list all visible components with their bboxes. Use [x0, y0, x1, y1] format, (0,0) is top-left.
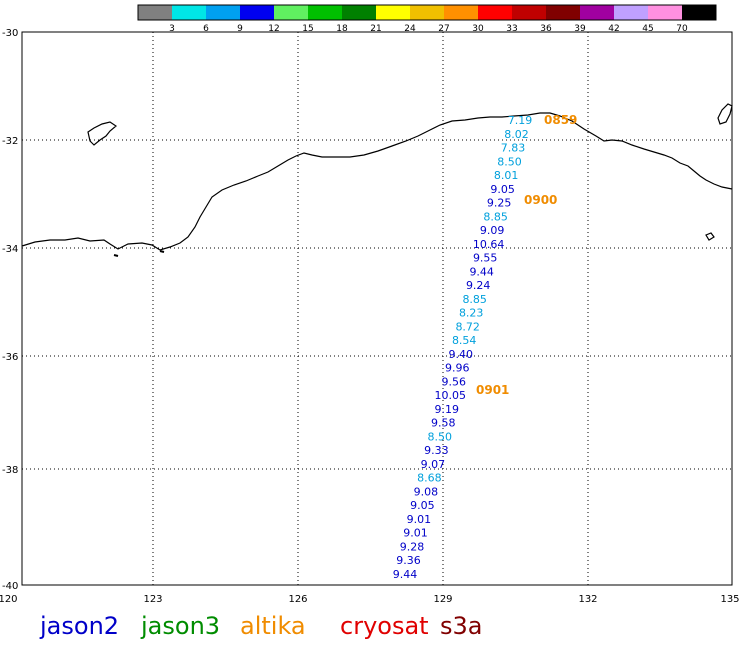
- track-value-label: 8.85: [483, 210, 508, 223]
- colorbar-label: 39: [574, 24, 586, 34]
- time-labels: 0859 0900 0901: [476, 113, 577, 397]
- colorbar-swatch: [240, 5, 274, 20]
- colorbar-label: 33: [506, 24, 517, 34]
- colorbar-swatch: [648, 5, 682, 20]
- track-value-label: 9.36: [396, 554, 421, 567]
- legend-altika: altika: [240, 612, 306, 640]
- track-value-label: 9.19: [435, 403, 460, 416]
- colorbar-label: 9: [237, 24, 243, 34]
- y-tick-label: -36: [2, 352, 18, 363]
- colorbar-swatch: [682, 5, 716, 20]
- y-tick-label: -30: [2, 28, 18, 39]
- colorbar-swatch: [546, 5, 580, 20]
- track-value-label: 9.40: [449, 348, 474, 361]
- x-tick-label: 129: [433, 594, 452, 605]
- colorbar-label: 18: [336, 24, 348, 34]
- track-value-label: 9.58: [431, 417, 456, 430]
- colorbar-swatch: [342, 5, 376, 20]
- colorbar-swatch: [274, 5, 308, 20]
- colorbar-swatch: [444, 5, 478, 20]
- colorbar-label: 3: [169, 24, 175, 34]
- track-value-label: 9.96: [445, 362, 470, 375]
- track-value-label: 9.05: [490, 183, 515, 196]
- track-value-label: 9.56: [442, 375, 467, 388]
- colorbar-label: 24: [404, 24, 416, 34]
- track-value-label: 9.28: [400, 541, 425, 554]
- legend-jason2: jason2: [40, 612, 120, 640]
- track-value-label: 9.01: [407, 513, 432, 526]
- colorbar-swatch: [512, 5, 546, 20]
- x-tick-label: 120: [0, 594, 18, 605]
- track-value-label: 8.50: [497, 155, 522, 168]
- plot-frame: [21, 31, 733, 586]
- track-value-label: 9.08: [414, 486, 439, 499]
- colorbar-swatch: [580, 5, 614, 20]
- track-value-label: 9.55: [473, 252, 498, 265]
- track-value-label: 7.19: [508, 114, 533, 127]
- track-value-label: 8.01: [494, 169, 519, 182]
- track-value-label: 9.44: [469, 265, 494, 278]
- track-value-label: 9.01: [403, 527, 428, 540]
- x-tick-label: 126: [288, 594, 307, 605]
- track-value-label: 8.02: [504, 128, 529, 141]
- track-value-label: 8.23: [459, 307, 484, 320]
- colorbar-swatch: [206, 5, 240, 20]
- colorbar-frame: [137, 4, 717, 21]
- y-tick-label: -34: [2, 244, 18, 255]
- colorbar-swatch: [478, 5, 512, 20]
- legend-s3a: s3a: [440, 612, 483, 640]
- track-value-label: 8.68: [417, 472, 442, 485]
- x-tick-label: 135: [720, 594, 739, 605]
- colorbar-label: 36: [540, 24, 552, 34]
- y-tick-label: -38: [2, 465, 18, 476]
- y-tick-label: -40: [2, 581, 18, 592]
- colorbar-label: 15: [302, 24, 313, 34]
- colorbar-swatch: [614, 5, 648, 20]
- track-value-label: 9.07: [421, 458, 446, 471]
- legend-jason3: jason3: [141, 612, 221, 640]
- track-value-label: 8.85: [462, 293, 487, 306]
- colorbar-swatch: [172, 5, 206, 20]
- y-axis-ticks: -30 -32 -34 -36 -38 -40: [2, 28, 18, 592]
- x-tick-label: 123: [143, 594, 162, 605]
- colorbar-swatch: [308, 5, 342, 20]
- track-value-label: 9.25: [487, 197, 512, 210]
- track-value-label: 9.09: [480, 224, 505, 237]
- colorbar-label: 27: [438, 24, 449, 34]
- track-value-label: 8.72: [455, 320, 480, 333]
- track-value-label: 8.54: [452, 334, 477, 347]
- colorbar-label: 42: [608, 24, 619, 34]
- track-value-label: 10.64: [473, 238, 505, 251]
- time-label: 0901: [476, 383, 509, 397]
- track-value-label: 10.05: [435, 389, 467, 402]
- track-value-label: 7.83: [501, 142, 526, 155]
- track-value-label: 9.33: [424, 444, 449, 457]
- time-label: 0900: [524, 193, 557, 207]
- y-tick-label: -32: [2, 136, 18, 147]
- graticule: [22, 32, 732, 585]
- colorbar-swatch: [410, 5, 444, 20]
- x-axis-ticks: 120 123 126 129 132 135: [0, 594, 740, 605]
- legend-cryosat: cryosat: [340, 612, 429, 640]
- colorbar-label: 30: [472, 24, 484, 34]
- x-tick-label: 132: [578, 594, 597, 605]
- track-values: 7.198.027.838.508.019.059.258.859.0910.6…: [393, 114, 533, 581]
- colorbar-label: 6: [203, 24, 209, 34]
- colorbar: 3 6 9 12 15 18 21 24 27 30 33 36 39 42 45 70: [137, 4, 717, 34]
- time-label: 0859: [544, 113, 577, 127]
- track-value-label: 9.44: [393, 568, 418, 581]
- coastline: [21, 103, 733, 257]
- colorbar-swatch: [138, 5, 172, 20]
- track-value-label: 9.24: [466, 279, 491, 292]
- satellite-legend: jason2 jason3 altika cryosat s3a: [40, 612, 730, 648]
- colorbar-label: 21: [370, 24, 381, 34]
- colorbar-label: 70: [676, 24, 688, 34]
- colorbar-label: 45: [642, 24, 653, 34]
- track-value-label: 8.50: [428, 430, 453, 443]
- track-value-label: 9.05: [410, 499, 435, 512]
- colorbar-swatch: [376, 5, 410, 20]
- colorbar-label: 12: [268, 24, 279, 34]
